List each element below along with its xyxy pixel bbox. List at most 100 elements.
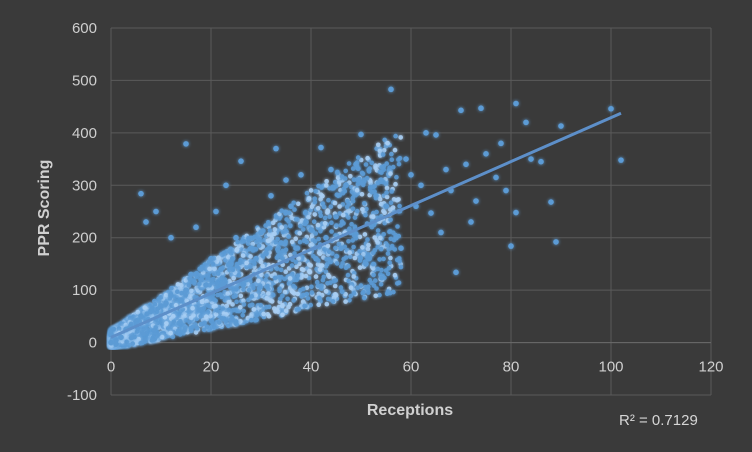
cluster-point	[385, 271, 391, 277]
cluster-point	[159, 334, 165, 340]
data-point	[298, 172, 304, 178]
cluster-point	[216, 255, 221, 260]
cluster-point	[319, 263, 325, 268]
data-point	[403, 156, 409, 162]
cluster-point	[327, 256, 332, 262]
cluster-point	[313, 189, 319, 194]
cluster-point	[313, 231, 319, 236]
cluster-point	[346, 263, 351, 269]
cluster-point	[360, 207, 365, 212]
data-point	[148, 308, 154, 314]
cluster-point	[365, 246, 371, 252]
cluster-point	[381, 256, 386, 262]
data-point	[153, 208, 159, 215]
cluster-point	[346, 161, 352, 166]
cluster-point	[204, 299, 209, 304]
cluster-point	[170, 334, 176, 340]
cluster-point	[385, 251, 391, 256]
cluster-point	[394, 174, 399, 180]
x-tick-label: 0	[107, 359, 115, 376]
cluster-point	[384, 190, 389, 195]
cluster-point	[309, 233, 315, 238]
cluster-point	[295, 201, 301, 207]
cluster-point	[321, 224, 327, 230]
data-point	[158, 303, 164, 309]
y-tick-label: 200	[72, 230, 97, 247]
cluster-point	[350, 206, 356, 211]
cluster-point	[266, 220, 271, 225]
cluster-point	[360, 171, 366, 177]
data-point	[313, 255, 319, 262]
cluster-point	[190, 324, 196, 329]
cluster-point	[375, 266, 381, 272]
cluster-point	[251, 307, 257, 312]
cluster-point	[349, 221, 354, 227]
cluster-point	[325, 272, 331, 278]
cluster-point	[247, 303, 253, 308]
cluster-point	[116, 326, 122, 331]
cluster-point	[387, 260, 393, 266]
cluster-point	[377, 292, 382, 298]
x-axis-title: Receptions	[367, 402, 453, 419]
data-point	[503, 187, 509, 194]
cluster-point	[283, 224, 288, 229]
data-point	[218, 266, 224, 272]
cluster-point	[212, 266, 217, 272]
data-point	[113, 341, 119, 347]
cluster-point	[393, 181, 398, 187]
cluster-point	[276, 275, 282, 280]
cluster-point	[293, 259, 299, 265]
cluster-point	[326, 249, 332, 255]
cluster-point	[169, 302, 174, 308]
cluster-point	[289, 263, 295, 268]
cluster-point	[253, 239, 259, 245]
cluster-point	[378, 281, 384, 287]
cluster-point	[303, 210, 308, 215]
cluster-point	[288, 252, 293, 258]
cluster-point	[352, 224, 358, 229]
cluster-point	[283, 308, 289, 314]
data-point	[238, 158, 244, 164]
cluster-point	[365, 257, 371, 262]
data-point	[363, 261, 369, 267]
data-point	[303, 219, 309, 225]
cluster-point	[396, 280, 402, 286]
cluster-point	[249, 294, 255, 299]
cluster-point	[343, 291, 348, 297]
cluster-point	[195, 307, 201, 312]
cluster-point	[244, 264, 249, 270]
data-point	[393, 234, 399, 241]
cluster-point	[301, 227, 306, 232]
cluster-point	[260, 306, 266, 312]
cluster-point	[320, 201, 326, 206]
cluster-point	[339, 174, 345, 179]
cluster-point	[309, 242, 315, 247]
cluster-point	[209, 279, 214, 284]
cluster-point	[264, 295, 269, 301]
cluster-point	[348, 174, 353, 179]
data-point	[608, 105, 614, 112]
cluster-point	[224, 303, 229, 309]
cluster-point	[249, 317, 254, 323]
cluster-point	[237, 260, 243, 265]
cluster-point	[333, 278, 339, 283]
cluster-point	[163, 292, 169, 298]
data-point	[493, 174, 499, 181]
cluster-point	[255, 278, 261, 284]
cluster-point	[306, 214, 311, 220]
cluster-point	[274, 255, 280, 260]
cluster-point	[209, 318, 214, 324]
y-tick-label: 100	[72, 282, 97, 299]
cluster-point	[246, 237, 251, 243]
cluster-point	[210, 261, 216, 267]
cluster-point	[354, 177, 360, 182]
cluster-point	[374, 146, 379, 151]
data-point	[333, 213, 339, 220]
cluster-point	[277, 286, 282, 292]
cluster-point	[316, 250, 322, 255]
cluster-point	[186, 294, 192, 300]
data-point	[268, 192, 274, 199]
cluster-point	[322, 221, 328, 226]
data-point	[183, 287, 189, 293]
data-point	[483, 151, 489, 157]
